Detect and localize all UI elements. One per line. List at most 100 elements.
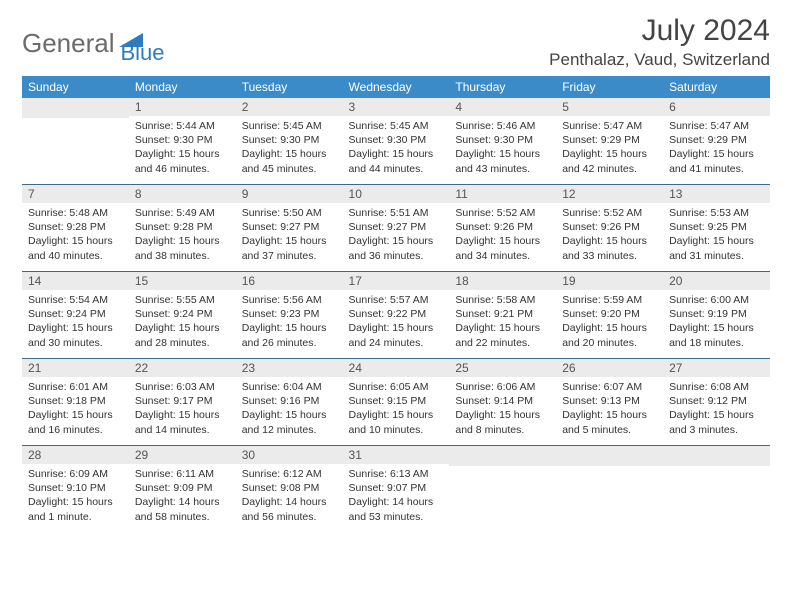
day-number: 8 <box>129 185 236 203</box>
day-number: 17 <box>343 272 450 290</box>
day-info: Sunrise: 5:48 AMSunset: 9:28 PMDaylight:… <box>22 203 129 263</box>
calendar-day: 24Sunrise: 6:05 AMSunset: 9:15 PMDayligh… <box>343 359 450 446</box>
day-number: 3 <box>343 98 450 116</box>
day-number: 16 <box>236 272 343 290</box>
calendar-day: 9Sunrise: 5:50 AMSunset: 9:27 PMDaylight… <box>236 185 343 272</box>
day-info: Sunrise: 5:49 AMSunset: 9:28 PMDaylight:… <box>129 203 236 263</box>
day-number: 10 <box>343 185 450 203</box>
day-info: Sunrise: 6:13 AMSunset: 9:07 PMDaylight:… <box>343 464 450 524</box>
day-number: 4 <box>449 98 556 116</box>
day-info: Sunrise: 5:45 AMSunset: 9:30 PMDaylight:… <box>236 116 343 176</box>
weekday-header: Tuesday <box>236 76 343 98</box>
day-number: 6 <box>663 98 770 116</box>
day-info: Sunrise: 5:50 AMSunset: 9:27 PMDaylight:… <box>236 203 343 263</box>
calendar-day: 12Sunrise: 5:52 AMSunset: 9:26 PMDayligh… <box>556 185 663 272</box>
day-number: 29 <box>129 446 236 464</box>
day-number: 27 <box>663 359 770 377</box>
day-number: 31 <box>343 446 450 464</box>
day-info: Sunrise: 5:52 AMSunset: 9:26 PMDaylight:… <box>556 203 663 263</box>
calendar-day: 22Sunrise: 6:03 AMSunset: 9:17 PMDayligh… <box>129 359 236 446</box>
calendar-day: 7Sunrise: 5:48 AMSunset: 9:28 PMDaylight… <box>22 185 129 272</box>
day-info: Sunrise: 5:59 AMSunset: 9:20 PMDaylight:… <box>556 290 663 350</box>
page-title: July 2024 <box>549 14 770 48</box>
calendar-day: 1Sunrise: 5:44 AMSunset: 9:30 PMDaylight… <box>129 98 236 185</box>
day-info: Sunrise: 5:55 AMSunset: 9:24 PMDaylight:… <box>129 290 236 350</box>
calendar-day: 6Sunrise: 5:47 AMSunset: 9:29 PMDaylight… <box>663 98 770 185</box>
calendar-day: 29Sunrise: 6:11 AMSunset: 9:09 PMDayligh… <box>129 446 236 533</box>
calendar-day: 15Sunrise: 5:55 AMSunset: 9:24 PMDayligh… <box>129 272 236 359</box>
calendar-empty <box>449 446 556 533</box>
day-info: Sunrise: 5:58 AMSunset: 9:21 PMDaylight:… <box>449 290 556 350</box>
calendar-day: 2Sunrise: 5:45 AMSunset: 9:30 PMDaylight… <box>236 98 343 185</box>
day-info: Sunrise: 5:45 AMSunset: 9:30 PMDaylight:… <box>343 116 450 176</box>
day-info: Sunrise: 5:51 AMSunset: 9:27 PMDaylight:… <box>343 203 450 263</box>
calendar-day: 23Sunrise: 6:04 AMSunset: 9:16 PMDayligh… <box>236 359 343 446</box>
location: Penthalaz, Vaud, Switzerland <box>549 50 770 70</box>
day-number: 12 <box>556 185 663 203</box>
day-number: 28 <box>22 446 129 464</box>
calendar-day: 25Sunrise: 6:06 AMSunset: 9:14 PMDayligh… <box>449 359 556 446</box>
calendar-table: SundayMondayTuesdayWednesdayThursdayFrid… <box>22 76 770 532</box>
calendar-empty <box>556 446 663 533</box>
calendar-day: 13Sunrise: 5:53 AMSunset: 9:25 PMDayligh… <box>663 185 770 272</box>
calendar-day: 14Sunrise: 5:54 AMSunset: 9:24 PMDayligh… <box>22 272 129 359</box>
calendar-day: 21Sunrise: 6:01 AMSunset: 9:18 PMDayligh… <box>22 359 129 446</box>
weekday-header: Saturday <box>663 76 770 98</box>
day-number: 7 <box>22 185 129 203</box>
day-number: 11 <box>449 185 556 203</box>
day-number: 13 <box>663 185 770 203</box>
day-number: 26 <box>556 359 663 377</box>
day-info: Sunrise: 6:06 AMSunset: 9:14 PMDaylight:… <box>449 377 556 437</box>
day-info: Sunrise: 5:52 AMSunset: 9:26 PMDaylight:… <box>449 203 556 263</box>
calendar-empty <box>22 98 129 185</box>
day-number: 2 <box>236 98 343 116</box>
day-info: Sunrise: 6:01 AMSunset: 9:18 PMDaylight:… <box>22 377 129 437</box>
day-number: 19 <box>556 272 663 290</box>
day-info: Sunrise: 6:04 AMSunset: 9:16 PMDaylight:… <box>236 377 343 437</box>
day-info: Sunrise: 5:44 AMSunset: 9:30 PMDaylight:… <box>129 116 236 176</box>
day-info: Sunrise: 6:07 AMSunset: 9:13 PMDaylight:… <box>556 377 663 437</box>
calendar-day: 18Sunrise: 5:58 AMSunset: 9:21 PMDayligh… <box>449 272 556 359</box>
calendar-day: 20Sunrise: 6:00 AMSunset: 9:19 PMDayligh… <box>663 272 770 359</box>
calendar-day: 26Sunrise: 6:07 AMSunset: 9:13 PMDayligh… <box>556 359 663 446</box>
day-info: Sunrise: 6:00 AMSunset: 9:19 PMDaylight:… <box>663 290 770 350</box>
day-info: Sunrise: 6:05 AMSunset: 9:15 PMDaylight:… <box>343 377 450 437</box>
day-number: 18 <box>449 272 556 290</box>
day-number: 25 <box>449 359 556 377</box>
day-info: Sunrise: 5:47 AMSunset: 9:29 PMDaylight:… <box>556 116 663 176</box>
calendar-day: 17Sunrise: 5:57 AMSunset: 9:22 PMDayligh… <box>343 272 450 359</box>
day-info: Sunrise: 6:03 AMSunset: 9:17 PMDaylight:… <box>129 377 236 437</box>
day-number: 9 <box>236 185 343 203</box>
day-number: 30 <box>236 446 343 464</box>
day-info: Sunrise: 5:54 AMSunset: 9:24 PMDaylight:… <box>22 290 129 350</box>
calendar-day: 31Sunrise: 6:13 AMSunset: 9:07 PMDayligh… <box>343 446 450 533</box>
day-info: Sunrise: 5:53 AMSunset: 9:25 PMDaylight:… <box>663 203 770 263</box>
logo-word-1: General <box>22 28 115 59</box>
day-number: 23 <box>236 359 343 377</box>
weekday-header: Wednesday <box>343 76 450 98</box>
calendar-day: 30Sunrise: 6:12 AMSunset: 9:08 PMDayligh… <box>236 446 343 533</box>
logo-word-2: Blue <box>121 40 165 66</box>
weekday-header: Thursday <box>449 76 556 98</box>
calendar-day: 16Sunrise: 5:56 AMSunset: 9:23 PMDayligh… <box>236 272 343 359</box>
day-info: Sunrise: 6:11 AMSunset: 9:09 PMDaylight:… <box>129 464 236 524</box>
day-info: Sunrise: 6:08 AMSunset: 9:12 PMDaylight:… <box>663 377 770 437</box>
logo: General Blue <box>22 20 165 66</box>
calendar-day: 28Sunrise: 6:09 AMSunset: 9:10 PMDayligh… <box>22 446 129 533</box>
calendar-day: 11Sunrise: 5:52 AMSunset: 9:26 PMDayligh… <box>449 185 556 272</box>
calendar-day: 4Sunrise: 5:46 AMSunset: 9:30 PMDaylight… <box>449 98 556 185</box>
day-number: 20 <box>663 272 770 290</box>
calendar-day: 8Sunrise: 5:49 AMSunset: 9:28 PMDaylight… <box>129 185 236 272</box>
day-info: Sunrise: 5:47 AMSunset: 9:29 PMDaylight:… <box>663 116 770 176</box>
day-info: Sunrise: 5:57 AMSunset: 9:22 PMDaylight:… <box>343 290 450 350</box>
calendar-day: 3Sunrise: 5:45 AMSunset: 9:30 PMDaylight… <box>343 98 450 185</box>
day-info: Sunrise: 6:09 AMSunset: 9:10 PMDaylight:… <box>22 464 129 524</box>
weekday-header: Friday <box>556 76 663 98</box>
day-number: 21 <box>22 359 129 377</box>
day-number: 15 <box>129 272 236 290</box>
calendar-day: 27Sunrise: 6:08 AMSunset: 9:12 PMDayligh… <box>663 359 770 446</box>
calendar-day: 5Sunrise: 5:47 AMSunset: 9:29 PMDaylight… <box>556 98 663 185</box>
weekday-header: Sunday <box>22 76 129 98</box>
day-number: 5 <box>556 98 663 116</box>
weekday-header: Monday <box>129 76 236 98</box>
